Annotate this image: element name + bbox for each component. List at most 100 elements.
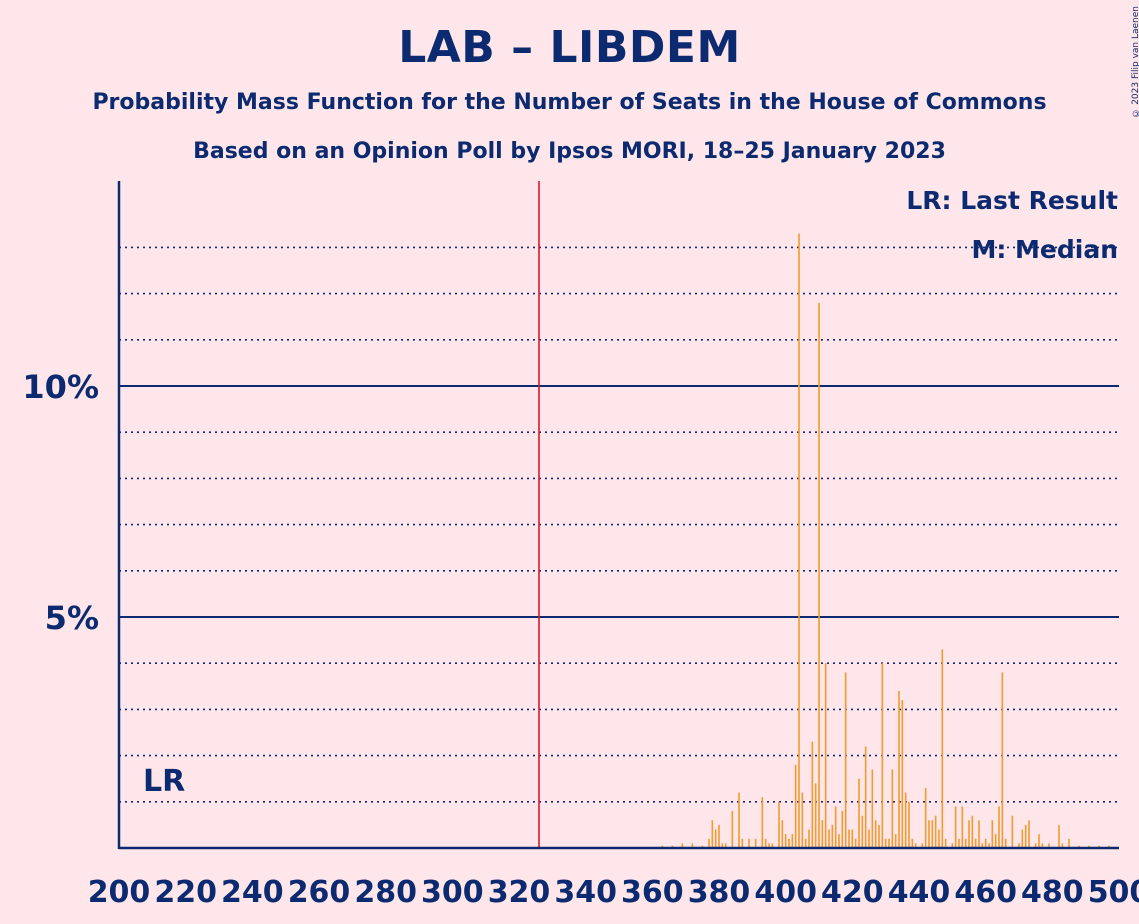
pmf-bar [721, 843, 724, 848]
last-result-marker: LR [143, 764, 185, 799]
pmf-bar [1004, 838, 1007, 848]
pmf-bar [864, 746, 867, 848]
x-tick-label: 260 [288, 875, 351, 910]
pmf-bar [708, 838, 710, 848]
pmf-bar [1038, 834, 1040, 848]
axes [117, 181, 1119, 850]
pmf-bar [1018, 843, 1020, 848]
pmf-bar [764, 838, 767, 848]
pmf-bar [901, 700, 904, 848]
pmf-bar [848, 829, 850, 848]
pmf-bar [994, 834, 997, 848]
legend-entry: M: Median [971, 235, 1118, 264]
pmf-bar [858, 778, 860, 848]
pmf-bar [981, 843, 984, 848]
pmf-bar [954, 806, 957, 848]
tick-labels: 200 220 240 260 280 300 320 340 360 380 400 420 440 4… [22, 368, 1139, 910]
pmf-bar [834, 806, 837, 848]
pmf-bar [838, 834, 840, 848]
pmf-bar [784, 834, 787, 848]
pmf-bar [781, 820, 784, 848]
pmf-bar [941, 649, 944, 848]
pmf-bar [791, 834, 794, 848]
pmf-bar [951, 843, 954, 848]
x-tick-label: 300 [421, 875, 484, 910]
x-tick-label: 280 [354, 875, 417, 910]
pmf-bar [748, 838, 750, 848]
pmf-bar [794, 764, 797, 848]
pmf-bar [1021, 829, 1024, 848]
pmf-bar [851, 829, 854, 848]
x-tick-label: 380 [688, 875, 751, 910]
pmf-bar [958, 838, 960, 848]
pmf-bar [731, 811, 734, 848]
pmf-bar [894, 834, 897, 848]
pmf-bar [854, 838, 857, 848]
pmf-bar [931, 820, 934, 848]
x-tick-label: 480 [1021, 875, 1084, 910]
pmf-bar [978, 820, 980, 848]
pmf-bar [824, 663, 827, 848]
pmf-bar [971, 815, 974, 848]
pmf-bar [714, 829, 717, 848]
pmf-bar [914, 843, 917, 848]
pmf-bar [761, 797, 764, 848]
pmf-bar [921, 843, 924, 848]
pmf-bar [711, 820, 714, 848]
pmf-bar [871, 769, 874, 848]
pmf-bar [964, 838, 967, 848]
x-tick-label: 240 [221, 875, 284, 910]
pmf-bar [804, 838, 807, 848]
legend: LR: Last Result M: Median [906, 186, 1118, 264]
x-tick-label: 440 [888, 875, 951, 910]
pmf-bar [1068, 838, 1070, 848]
pmf-bar [884, 838, 887, 848]
x-tick-label: 340 [554, 875, 617, 910]
pmf-bar [874, 820, 877, 848]
pmf-bar [868, 829, 870, 848]
pmf-bar [798, 233, 800, 849]
pmf-bar [1001, 672, 1004, 848]
pmf-bar [928, 820, 930, 848]
pmf-bar [724, 843, 727, 848]
pmf-bar [984, 838, 987, 848]
bar-series [661, 233, 1110, 849]
pmf-bar [1048, 843, 1050, 848]
pmf-bar [844, 672, 847, 848]
pmf-bar [738, 792, 740, 848]
x-tick-label: 420 [821, 875, 884, 910]
x-tick-label: 400 [754, 875, 817, 910]
pmf-bar [991, 820, 994, 848]
pmf-bar [754, 838, 757, 848]
pmf-bar [891, 769, 894, 848]
y-tick-label: 5% [45, 599, 99, 637]
pmf-bar [938, 829, 940, 848]
pmf-bar [998, 806, 1000, 848]
pmf-bar [778, 801, 780, 848]
pmf-bar [878, 824, 880, 848]
x-tick-label: 320 [488, 875, 551, 910]
pmf-bar [861, 815, 864, 848]
pmf-bar [988, 843, 990, 848]
pmf-bar [924, 787, 927, 848]
pmf-bar [718, 824, 720, 848]
legend-entry: LR: Last Result [906, 186, 1118, 215]
pmf-bar [828, 829, 830, 848]
pmf-bar [1061, 843, 1064, 848]
pmf-bar [814, 783, 817, 848]
x-tick-label: 220 [154, 875, 217, 910]
pmf-bar [681, 843, 684, 848]
pmf-bar [968, 820, 970, 848]
pmf-bar [888, 838, 890, 848]
pmf-bar [818, 302, 820, 849]
pmf-bar [904, 792, 907, 848]
pmf-bar [768, 843, 770, 848]
pmf-bar [974, 838, 977, 848]
pmf-bar [908, 801, 910, 848]
pmf-bar [911, 838, 914, 848]
pmf-bar [1058, 824, 1060, 848]
pmf-bar [811, 741, 814, 848]
pmf-bar [801, 792, 804, 848]
x-tick-label: 500 [1088, 875, 1139, 910]
